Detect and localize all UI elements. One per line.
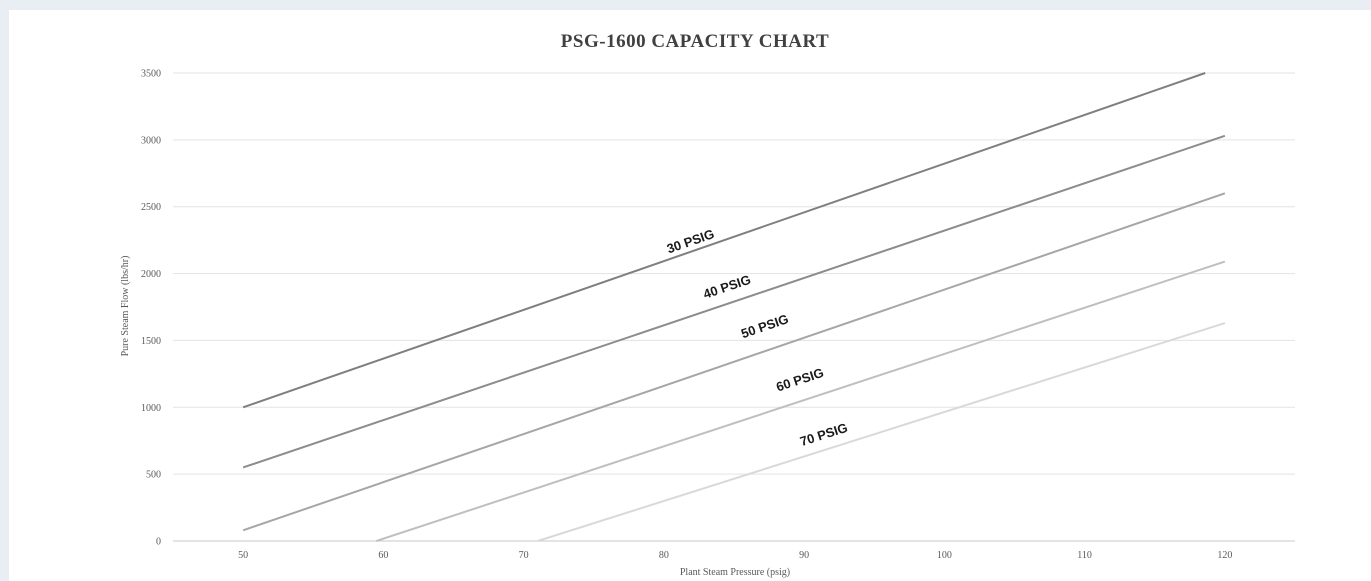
y-tick-label: 0 — [156, 537, 161, 548]
x-axis-ticks: 50 60 70 80 90 100 110 120 — [238, 550, 1232, 561]
series-line-3 — [242, 192, 1226, 532]
y-tick-label: 2000 — [141, 269, 161, 280]
x-axis-label: Plant Steam Pressure (psig) — [680, 567, 790, 578]
chart-area: PSG-1600 CAPACITY CHART 0 500 1000 1500 2000… — [9, 10, 1371, 581]
capacity-chart: PSG-1600 CAPACITY CHART 0 500 1000 1500 2000… — [120, 31, 1295, 578]
chart-title: PSG-1600 CAPACITY CHART — [561, 31, 829, 52]
series-lines — [242, 72, 1226, 542]
series-label-3: 50 PSIG — [739, 311, 790, 341]
x-tick-label: 120 — [1217, 550, 1232, 561]
y-axis-label: Pure Steam Flow (lbs/hr) — [120, 256, 131, 357]
y-tick-label: 1000 — [141, 403, 161, 414]
y-axis-ticks: 0 500 1000 1500 2000 2500 3000 3500 — [141, 69, 161, 548]
x-tick-label: 70 — [519, 550, 529, 561]
x-tick-label: 60 — [378, 550, 388, 561]
y-tick-label: 3000 — [141, 135, 161, 146]
series-label-4: 60 PSIG — [774, 365, 825, 395]
series-line-1 — [242, 72, 1206, 409]
x-tick-label: 90 — [799, 550, 809, 561]
series-line-5 — [537, 322, 1226, 542]
y-tick-label: 1500 — [141, 336, 161, 347]
series-line-2 — [242, 134, 1226, 469]
series-line-4 — [376, 260, 1226, 542]
y-tick-label: 2500 — [141, 202, 161, 213]
y-tick-label: 3500 — [141, 69, 161, 80]
x-tick-label: 80 — [659, 550, 669, 561]
x-tick-label: 50 — [238, 550, 248, 561]
x-tick-label: 100 — [937, 550, 952, 561]
y-tick-label: 500 — [146, 470, 161, 481]
x-tick-label: 110 — [1077, 550, 1092, 561]
gridlines — [173, 72, 1295, 542]
